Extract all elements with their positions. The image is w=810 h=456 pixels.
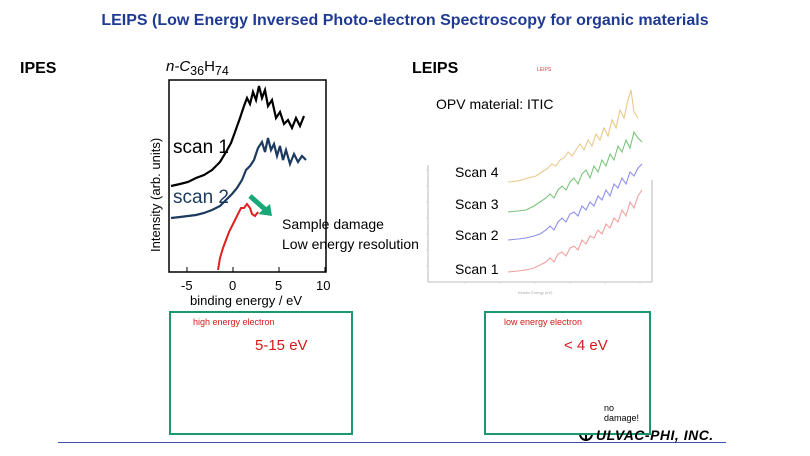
ipes-scan2-label: scan 2 bbox=[173, 187, 229, 208]
damage-note-line-2: Low energy resolution bbox=[282, 236, 419, 252]
leips-scan1-label: Scan 1 bbox=[455, 261, 499, 277]
ipes-scan2-curve bbox=[170, 137, 307, 220]
low-energy-value: < 4 eV bbox=[564, 337, 608, 354]
high-box-title: high energy electron bbox=[193, 317, 275, 327]
leips-plot: Kinetic Energy (eV) bbox=[426, 89, 653, 295]
formula-prefix: n-C bbox=[166, 58, 191, 75]
ipes-xtick-1: 0 bbox=[229, 278, 236, 293]
footer-divider bbox=[58, 442, 726, 443]
ipes-heading: IPES bbox=[20, 60, 57, 77]
high-energy-box: high energy electron 5-15 eV bbox=[169, 311, 353, 435]
leips-heading: LEIPS bbox=[412, 60, 459, 77]
ipes-scan1-curve bbox=[170, 85, 306, 188]
ipes-xlabel: binding energy / eV bbox=[190, 293, 302, 308]
slide-title: LEIPS (Low Energy Inversed Photo-electro… bbox=[101, 12, 709, 29]
high-energy-value: 5-15 eV bbox=[255, 337, 308, 354]
leips-scan3-label: Scan 3 bbox=[455, 196, 499, 212]
leips-scan4-label: Scan 4 bbox=[455, 164, 499, 180]
formula-sub-1: 36 bbox=[190, 64, 205, 78]
leips-tiny-label: LEIPS bbox=[537, 67, 552, 73]
molecule-formula: n-C36H74 bbox=[166, 58, 229, 78]
low-box-title: low energy electron bbox=[504, 317, 583, 327]
ipes-xtick-2: 5 bbox=[275, 278, 282, 293]
leips-scan2-label: Scan 2 bbox=[455, 227, 499, 243]
leips-xaxis-caption: Kinetic Energy (eV) bbox=[518, 290, 553, 295]
low-energy-box: low energy electron < 4 eV no damage! bbox=[484, 311, 651, 435]
ipes-ylabel: Intensity (arb. units) bbox=[148, 138, 163, 252]
ipes-scan1-label: scan 1 bbox=[173, 137, 229, 158]
ipes-x-ticks bbox=[186, 267, 326, 272]
no-damage-label: no damage! bbox=[604, 403, 640, 423]
ipes-xtick-0: -5 bbox=[181, 278, 193, 293]
ipes-damaged-curve bbox=[217, 202, 259, 271]
company-logo-text: ULVAC-PHI, INC. bbox=[596, 427, 714, 443]
opv-material-label: OPV material: ITIC bbox=[436, 96, 554, 112]
ipes-xtick-3: 10 bbox=[316, 278, 330, 293]
damage-arrow-icon bbox=[248, 194, 272, 216]
formula-mid: H bbox=[204, 58, 215, 75]
ipes-plot-frame bbox=[168, 79, 327, 273]
damage-note: Sample damage Low energy resolution bbox=[282, 214, 419, 254]
damage-note-line-1: Sample damage bbox=[282, 216, 384, 232]
formula-sub-2: 74 bbox=[214, 64, 229, 78]
